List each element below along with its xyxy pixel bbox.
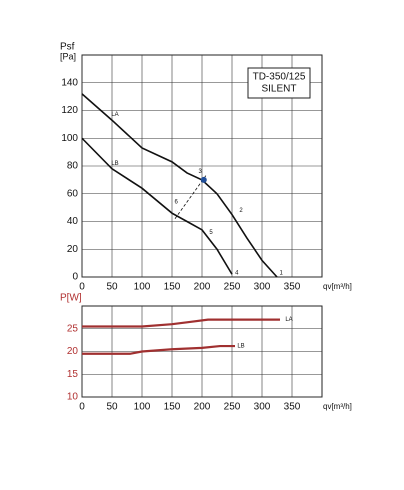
curve-label: 4	[235, 270, 239, 276]
x-tick-label: 250	[224, 402, 241, 413]
y-tick-label: 100	[61, 133, 78, 144]
y-tick-label: 25	[67, 323, 79, 334]
y-tick-label: 10	[67, 392, 79, 403]
y-tick-label: 20	[67, 244, 79, 255]
x-tick-label: 150	[164, 282, 181, 293]
y-tick-label: 15	[67, 369, 79, 380]
y-tick-label: 40	[67, 216, 79, 227]
x-tick-label: 300	[254, 402, 271, 413]
model-text: TD-350/125	[253, 72, 306, 83]
curve-label: 1	[280, 270, 284, 276]
curve-label: 3	[199, 169, 203, 175]
y-tick-label: 20	[67, 346, 79, 357]
curve-label: 5	[209, 230, 213, 236]
y-tick-label: 140	[61, 77, 78, 88]
y-axis-label: Psf	[60, 42, 75, 53]
x-tick-label: 50	[106, 282, 118, 293]
x-axis-label: qv[m³/h]	[323, 282, 352, 291]
x-tick-label: 0	[79, 402, 85, 413]
x-tick-label: 200	[194, 282, 211, 293]
curve-label: LA	[285, 317, 292, 323]
curve-label: 2	[239, 208, 243, 214]
x-tick-label: 50	[106, 402, 118, 413]
curve-label: LA	[111, 112, 118, 118]
y-tick-label: 60	[67, 188, 79, 199]
x-tick-label: 100	[134, 282, 151, 293]
curve-label: LB	[111, 161, 118, 167]
x-tick-label: 350	[284, 282, 301, 293]
curve-label: LB	[237, 344, 244, 350]
x-tick-label: 150	[164, 402, 181, 413]
curve	[82, 344, 235, 355]
curve-label: 6	[175, 200, 179, 206]
curve	[81, 137, 233, 275]
x-tick-label: 300	[254, 282, 271, 293]
x-tick-label: 350	[284, 402, 301, 413]
y-axis-label: P[W]	[60, 293, 82, 304]
y-axis-unit: [Pa]	[60, 51, 76, 61]
x-tick-label: 200	[194, 402, 211, 413]
curve	[82, 318, 280, 328]
model-box	[247, 67, 311, 99]
y-tick-label: 80	[67, 161, 79, 172]
x-tick-label: 100	[134, 402, 151, 413]
operating-point	[200, 176, 207, 183]
y-tick-label: 120	[61, 105, 78, 116]
model-text: SILENT	[261, 84, 296, 95]
x-tick-label: 250	[224, 282, 241, 293]
x-tick-label: 0	[79, 282, 85, 293]
x-axis-label: qv[m³/h]	[323, 402, 352, 411]
y-tick-label: 0	[72, 272, 78, 283]
